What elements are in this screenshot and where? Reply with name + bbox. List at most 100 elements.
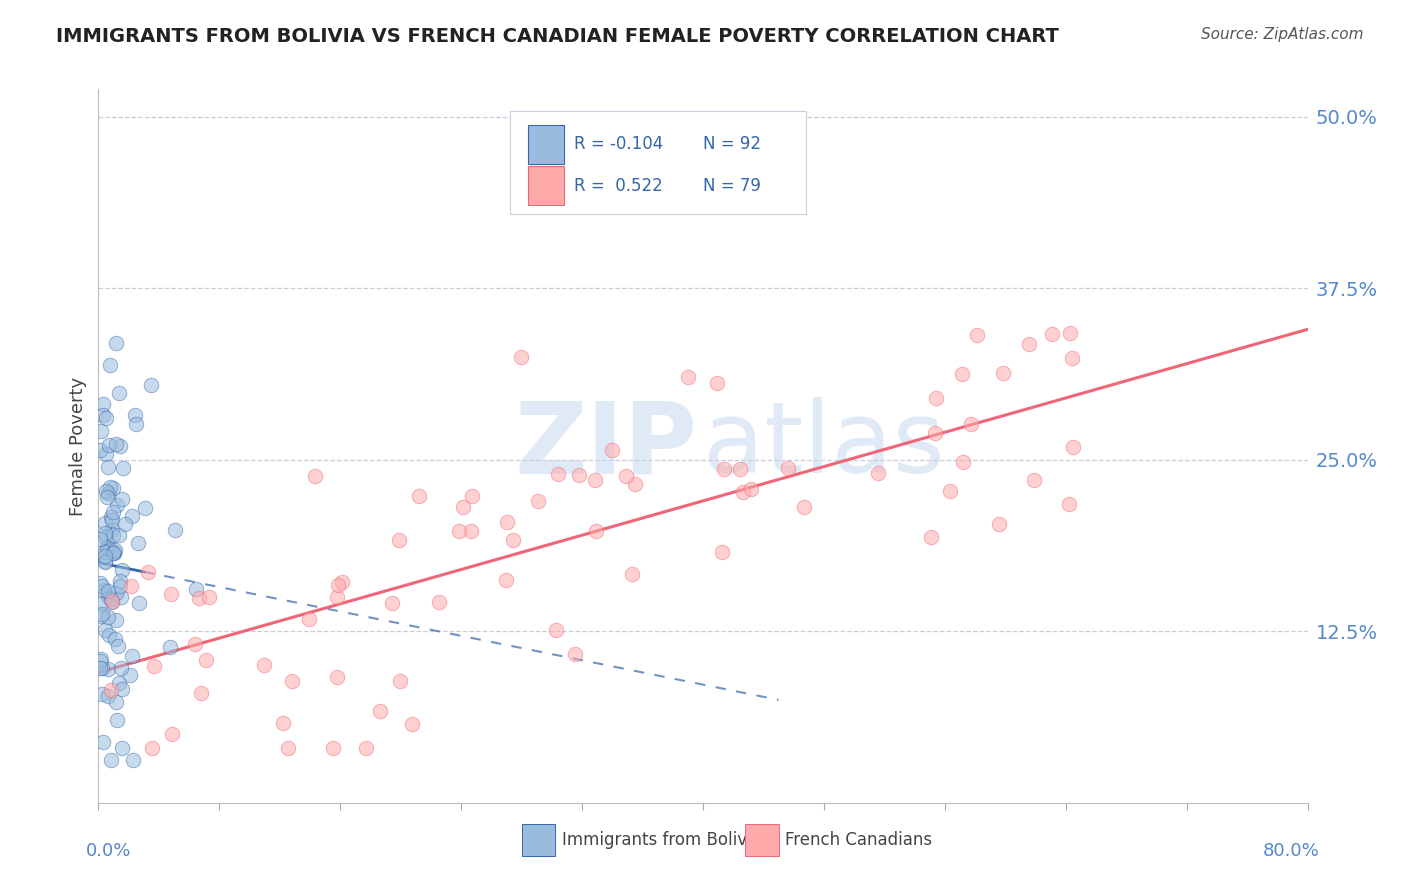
Point: [94, 530, 117, 544]
Text: ZIP: ZIP: [515, 398, 697, 494]
Point: [134, 501, 156, 516]
Point: [517, 199, 540, 213]
Text: Source: ZipAtlas.com: Source: ZipAtlas.com: [1201, 27, 1364, 42]
Point: [141, 740, 163, 755]
Point: [96, 410, 118, 425]
Text: R = -0.104: R = -0.104: [574, 136, 662, 153]
Point: [190, 686, 212, 700]
Point: [1022, 474, 1045, 488]
Point: [103, 545, 125, 559]
Point: [89, 654, 111, 668]
Point: [105, 714, 128, 728]
Point: [1018, 336, 1040, 351]
Point: [110, 591, 132, 605]
Point: [328, 578, 350, 592]
Point: [354, 740, 377, 755]
Point: [711, 545, 734, 559]
Point: [624, 477, 647, 491]
Point: [527, 494, 550, 508]
Point: [281, 674, 304, 689]
Point: [585, 524, 607, 538]
Point: [547, 467, 569, 481]
Point: [101, 481, 124, 495]
Bar: [745, 824, 779, 856]
Point: [127, 536, 149, 550]
Point: [97, 485, 120, 500]
Point: [114, 516, 136, 531]
Point: [104, 542, 127, 557]
Point: [111, 682, 134, 697]
Point: [713, 462, 735, 476]
Point: [89, 532, 111, 546]
Point: [108, 574, 131, 588]
Point: [253, 657, 276, 672]
Point: [97, 438, 120, 452]
Point: [388, 533, 411, 547]
Point: [620, 566, 643, 581]
Point: [731, 485, 754, 500]
Point: [93, 516, 115, 530]
Point: [938, 484, 960, 499]
Point: [496, 515, 519, 529]
Point: [94, 484, 117, 499]
Point: [381, 596, 404, 610]
Point: [89, 576, 111, 591]
Point: [136, 565, 159, 579]
Point: [730, 462, 752, 476]
Point: [101, 522, 124, 536]
Point: [427, 595, 450, 609]
Point: [93, 623, 115, 637]
Point: [97, 460, 120, 475]
Point: [495, 574, 517, 588]
Point: [96, 540, 118, 554]
Point: [546, 623, 568, 637]
Point: [197, 591, 219, 605]
Point: [91, 735, 114, 749]
Point: [108, 676, 131, 690]
Point: [616, 468, 638, 483]
Text: N = 79: N = 79: [703, 177, 761, 194]
Point: [740, 482, 762, 496]
Point: [97, 628, 120, 642]
Point: [89, 442, 111, 457]
Point: [98, 358, 121, 372]
Point: [104, 632, 127, 646]
Point: [368, 704, 391, 718]
Point: [105, 498, 128, 512]
Point: [90, 424, 112, 438]
Point: [105, 695, 128, 709]
Point: [121, 508, 143, 523]
Point: [502, 533, 524, 548]
Point: [868, 466, 890, 480]
Point: [583, 473, 606, 487]
Point: [600, 442, 623, 457]
Point: [160, 587, 183, 601]
Point: [100, 594, 122, 608]
Point: [94, 525, 117, 540]
Point: [121, 648, 143, 663]
Point: [101, 505, 124, 519]
Point: [100, 592, 122, 607]
Point: [188, 591, 211, 605]
Point: [91, 397, 114, 411]
Point: [108, 578, 131, 592]
Point: [298, 611, 321, 625]
Point: [1062, 351, 1084, 366]
Point: [104, 336, 127, 351]
Point: [108, 386, 131, 401]
Point: [271, 716, 294, 731]
Point: [325, 670, 347, 684]
Point: [100, 753, 122, 767]
Point: [159, 640, 181, 655]
Text: atlas: atlas: [703, 398, 945, 494]
Point: [1059, 326, 1081, 340]
Point: [678, 370, 700, 384]
Point: [94, 554, 117, 568]
Point: [91, 579, 114, 593]
Text: French Canadians: French Canadians: [785, 831, 932, 849]
Point: [1059, 497, 1081, 511]
Point: [111, 740, 134, 755]
Point: [510, 350, 533, 364]
Point: [108, 439, 131, 453]
Point: [94, 447, 117, 461]
